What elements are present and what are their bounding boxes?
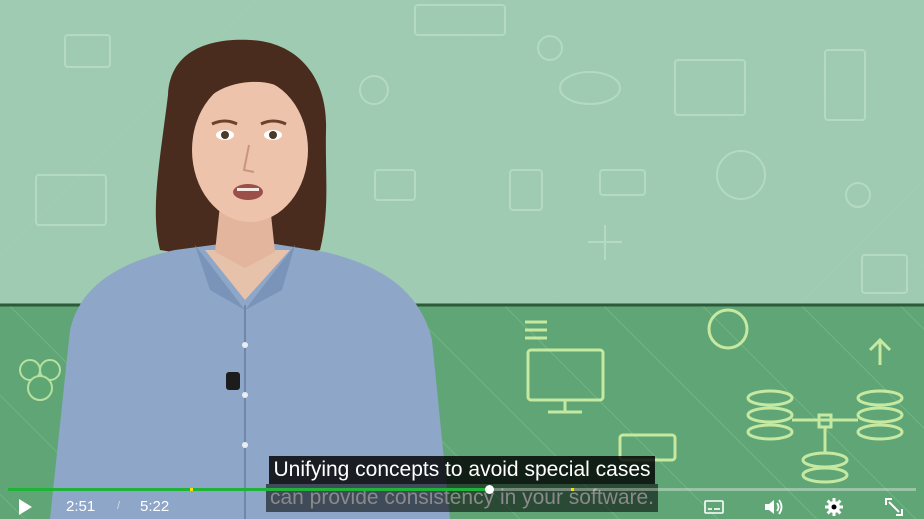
captions-icon xyxy=(704,500,724,514)
play-icon xyxy=(19,499,32,515)
gear-icon xyxy=(825,498,843,516)
caption-line-1: Unifying concepts to avoid special cases xyxy=(269,456,655,484)
progress-scrubber[interactable] xyxy=(485,485,495,494)
duration: 5:22 xyxy=(140,498,170,515)
settings-button[interactable] xyxy=(824,497,844,517)
caption-overlay: Unifying concepts to avoid special cases… xyxy=(0,456,924,512)
progress-fill xyxy=(8,488,490,491)
current-time: 2:51 xyxy=(66,498,96,515)
play-button[interactable] xyxy=(14,496,36,518)
time-separator: / xyxy=(117,500,121,512)
progress-bar[interactable] xyxy=(8,485,916,494)
fullscreen-button[interactable] xyxy=(884,497,904,517)
fullscreen-icon xyxy=(885,498,903,516)
volume-button[interactable] xyxy=(763,497,785,517)
control-bar: 2:51 / 5:22 xyxy=(0,493,924,519)
volume-icon xyxy=(765,499,783,515)
chapter-marker[interactable] xyxy=(189,488,193,491)
chapter-marker[interactable] xyxy=(570,488,574,491)
captions-button[interactable] xyxy=(703,499,725,515)
